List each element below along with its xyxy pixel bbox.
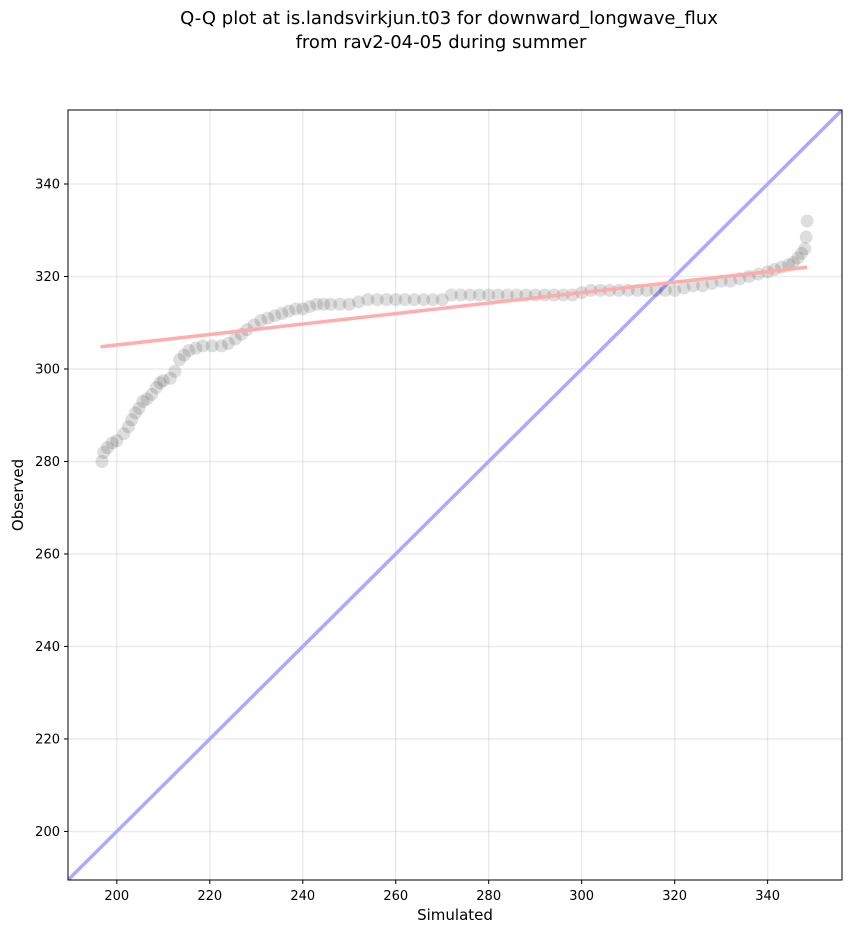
data-point bbox=[145, 387, 159, 401]
data-point bbox=[125, 413, 139, 427]
data-point bbox=[282, 304, 296, 318]
data-point bbox=[677, 281, 691, 295]
data-point bbox=[435, 293, 449, 307]
x-tick-label: 280 bbox=[476, 889, 501, 904]
data-point bbox=[132, 401, 146, 415]
data-point bbox=[268, 309, 282, 323]
data-point bbox=[361, 293, 375, 307]
data-point bbox=[136, 394, 150, 408]
data-point bbox=[168, 364, 182, 378]
data-point bbox=[177, 348, 191, 362]
data-point bbox=[317, 297, 331, 311]
data-point bbox=[426, 293, 440, 307]
grid-layer bbox=[68, 110, 842, 880]
lines-layer bbox=[68, 110, 842, 880]
data-point bbox=[798, 242, 812, 256]
data-point bbox=[795, 246, 809, 260]
data-point bbox=[500, 288, 514, 302]
data-point bbox=[205, 339, 219, 353]
chart-title-line-2: from rav2-04-05 during summer bbox=[296, 32, 587, 53]
data-point bbox=[352, 295, 366, 309]
data-point bbox=[417, 293, 431, 307]
data-point bbox=[214, 339, 228, 353]
y-axis-ticks: 200 220 240 260 280 300 320 340 bbox=[35, 177, 68, 840]
data-point bbox=[153, 376, 167, 390]
data-point bbox=[128, 406, 142, 420]
x-tick-label: 320 bbox=[662, 889, 687, 904]
chart-title-line-1: Q-Q plot at is.landsvirkjun.t03 for down… bbox=[180, 8, 718, 29]
data-point bbox=[105, 436, 119, 450]
data-point bbox=[261, 311, 275, 325]
data-point bbox=[658, 283, 672, 297]
data-point bbox=[370, 293, 384, 307]
data-point bbox=[454, 288, 468, 302]
data-point bbox=[140, 392, 154, 406]
data-point bbox=[101, 441, 115, 455]
x-tick-label: 300 bbox=[569, 889, 594, 904]
x-tick-label: 200 bbox=[104, 889, 129, 904]
data-point bbox=[163, 371, 177, 385]
y-tick-label: 300 bbox=[35, 362, 60, 377]
data-point bbox=[649, 283, 663, 297]
x-tick-label: 220 bbox=[197, 889, 222, 904]
data-point bbox=[786, 256, 800, 270]
data-point bbox=[463, 288, 477, 302]
data-point bbox=[791, 251, 805, 265]
data-point bbox=[97, 445, 111, 459]
y-tick-label: 220 bbox=[35, 732, 60, 747]
data-point bbox=[398, 293, 412, 307]
y-tick-label: 320 bbox=[35, 270, 60, 285]
x-axis-label: Simulated bbox=[417, 906, 493, 924]
x-tick-label: 260 bbox=[383, 889, 408, 904]
data-point bbox=[275, 306, 289, 320]
data-point bbox=[303, 300, 317, 314]
data-point bbox=[389, 293, 403, 307]
identity-line bbox=[68, 110, 842, 880]
data-point bbox=[296, 302, 310, 316]
y-tick-label: 200 bbox=[35, 825, 60, 840]
data-point bbox=[472, 288, 486, 302]
fit-line bbox=[100, 265, 808, 349]
data-point bbox=[333, 297, 347, 311]
data-point bbox=[379, 293, 393, 307]
data-point bbox=[491, 288, 505, 302]
x-tick-label: 340 bbox=[755, 889, 780, 904]
data-point bbox=[407, 293, 421, 307]
x-axis-ticks: 200 220 240 260 280 300 320 340 bbox=[104, 880, 780, 904]
data-point bbox=[95, 454, 109, 468]
data-point bbox=[342, 297, 356, 311]
data-point bbox=[705, 276, 719, 290]
y-tick-label: 340 bbox=[35, 177, 60, 192]
data-point bbox=[696, 279, 710, 293]
x-tick-label: 240 bbox=[290, 889, 315, 904]
y-axis-label: Observed bbox=[9, 459, 27, 531]
data-point bbox=[668, 283, 682, 297]
data-point bbox=[289, 302, 303, 316]
data-point bbox=[800, 214, 814, 228]
y-tick-label: 260 bbox=[35, 547, 60, 562]
data-point bbox=[228, 332, 242, 346]
data-point bbox=[482, 288, 496, 302]
data-point bbox=[686, 279, 700, 293]
data-point bbox=[254, 313, 268, 327]
data-point bbox=[117, 427, 131, 441]
data-point bbox=[324, 297, 338, 311]
data-point bbox=[196, 339, 210, 353]
data-point bbox=[799, 230, 813, 244]
data-point bbox=[310, 297, 324, 311]
data-point bbox=[445, 288, 459, 302]
y-tick-label: 240 bbox=[35, 640, 60, 655]
data-point bbox=[182, 343, 196, 357]
data-point bbox=[121, 420, 135, 434]
data-point bbox=[221, 337, 235, 351]
data-point bbox=[110, 434, 124, 448]
y-tick-label: 280 bbox=[35, 455, 60, 470]
data-point bbox=[149, 380, 163, 394]
data-point bbox=[173, 353, 187, 367]
data-point bbox=[156, 374, 170, 388]
plot-area-frame bbox=[67, 109, 843, 881]
points-layer bbox=[95, 214, 814, 468]
data-point bbox=[189, 341, 203, 355]
